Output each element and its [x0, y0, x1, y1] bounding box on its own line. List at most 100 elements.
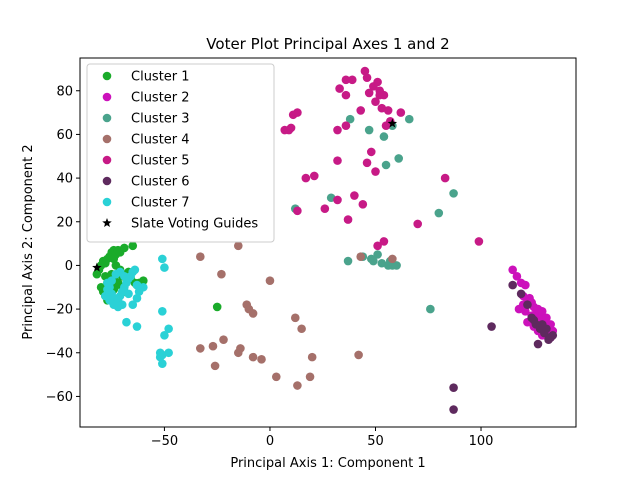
series-8: [92, 118, 398, 272]
data-point: [521, 280, 530, 290]
data-point: [307, 352, 317, 362]
chart-title: Voter Plot Principal Axes 1 and 2: [206, 35, 449, 53]
data-point: [354, 350, 363, 360]
data-point: [373, 250, 382, 259]
data-point: [158, 359, 167, 368]
legend-box: [86, 63, 275, 243]
data-point: [404, 114, 414, 124]
data-point: [120, 243, 129, 253]
data-point: [265, 276, 275, 286]
data-point: [356, 106, 366, 115]
x-tick-label: −50: [151, 434, 178, 449]
data-point: [379, 132, 389, 141]
points-layer: [92, 66, 558, 414]
legend-marker: [102, 176, 112, 186]
data-point: [434, 208, 444, 218]
data-point: [362, 158, 372, 168]
data-point: [360, 66, 370, 76]
x-tick-label: 100: [469, 434, 494, 449]
series-5: [280, 66, 484, 251]
data-point: [512, 272, 522, 281]
data-point: [341, 75, 351, 85]
legend-star-marker: [102, 218, 112, 228]
data-point: [128, 241, 138, 251]
ticks-layer: −50 0 50 100 −60 −40 −20 0 20 40 60 80: [46, 84, 494, 449]
star-point: [92, 262, 102, 272]
data-point: [139, 282, 148, 292]
data-point: [305, 372, 315, 382]
data-point: [132, 322, 142, 331]
data-point: [124, 289, 133, 299]
legend-marker: [102, 71, 112, 81]
data-point: [388, 254, 397, 264]
data-point: [210, 361, 220, 371]
data-point: [257, 355, 266, 364]
data-point: [208, 341, 218, 351]
data-point: [358, 199, 368, 209]
data-point: [381, 160, 391, 170]
legend-label: Cluster 7: [131, 196, 190, 211]
data-point: [219, 335, 228, 344]
data-point: [364, 125, 374, 135]
data-point: [120, 272, 129, 281]
data-point: [343, 215, 353, 224]
data-point: [164, 348, 173, 358]
legend-marker: [102, 155, 112, 165]
data-point: [101, 291, 110, 301]
data-point: [362, 73, 372, 82]
data-point: [333, 125, 342, 135]
data-point: [371, 167, 380, 176]
data-point: [516, 289, 526, 299]
data-point: [320, 204, 330, 213]
data-point: [383, 106, 393, 115]
legend-label: Slate Voting Guides: [131, 217, 258, 232]
data-point: [248, 309, 258, 318]
data-point: [103, 285, 112, 294]
legend-marker: [102, 197, 112, 207]
data-point: [248, 352, 258, 362]
data-point: [297, 324, 306, 334]
data-point: [533, 339, 543, 349]
series-6: [449, 280, 558, 414]
data-point: [413, 219, 423, 229]
data-point: [109, 254, 119, 264]
data-point: [521, 306, 530, 316]
data-point: [333, 195, 342, 205]
data-point: [369, 256, 378, 266]
legend-marker: [102, 113, 112, 123]
data-point: [529, 315, 539, 325]
data-point: [341, 90, 351, 100]
data-point: [290, 313, 300, 323]
data-point: [236, 344, 245, 353]
data-point: [158, 306, 167, 316]
data-point: [286, 123, 296, 133]
x-axis-label: Principal Axis 1: Component 1: [230, 456, 425, 471]
x-tick-label: 0: [266, 434, 274, 449]
data-point: [217, 269, 226, 279]
data-point: [122, 317, 131, 327]
data-point: [130, 265, 140, 275]
data-point: [139, 276, 148, 286]
data-point: [107, 276, 116, 286]
data-point: [333, 156, 342, 165]
plot-frame: [79, 57, 577, 428]
data-point: [212, 302, 222, 312]
data-point: [233, 241, 243, 251]
data-point: [345, 114, 355, 124]
data-point: [392, 261, 401, 270]
legend-marker: [102, 92, 112, 102]
data-point: [271, 372, 281, 382]
legend-label: Cluster 5: [131, 154, 190, 169]
legend-label: Cluster 4: [131, 133, 190, 148]
data-point: [160, 330, 169, 340]
y-tick-label: 20: [56, 215, 73, 230]
star-point: [387, 118, 398, 128]
data-point: [160, 263, 169, 272]
data-point: [474, 237, 484, 246]
legend-label: Cluster 1: [131, 70, 190, 85]
x-tick-label: 50: [367, 434, 384, 449]
y-tick-label: 80: [56, 84, 73, 99]
series-4: [196, 241, 397, 390]
data-point: [341, 121, 351, 130]
legend-label: Cluster 6: [131, 175, 190, 190]
